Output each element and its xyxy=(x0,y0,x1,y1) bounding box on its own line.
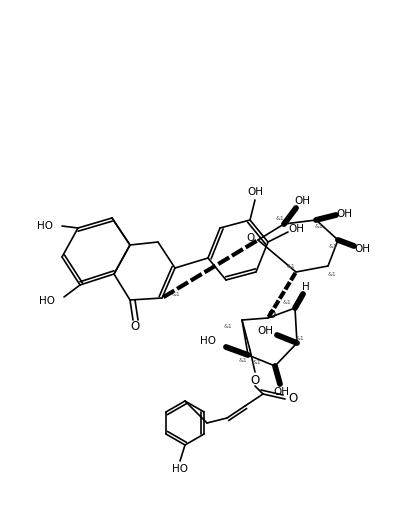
Text: HO: HO xyxy=(172,464,188,474)
Text: &1: &1 xyxy=(287,265,295,269)
Text: O: O xyxy=(288,392,297,405)
Text: OH: OH xyxy=(294,196,310,206)
Text: OH: OH xyxy=(257,326,273,336)
Text: OH: OH xyxy=(288,224,304,234)
Text: &1: &1 xyxy=(224,324,233,328)
Text: &1: &1 xyxy=(296,335,304,340)
Text: &1: &1 xyxy=(328,271,336,277)
Text: &1: &1 xyxy=(315,223,323,229)
Text: &1: &1 xyxy=(253,360,261,366)
Text: H: H xyxy=(302,282,310,292)
Text: HO: HO xyxy=(39,296,55,306)
Text: &1: &1 xyxy=(276,217,285,222)
Text: HO: HO xyxy=(200,336,216,346)
Text: OH: OH xyxy=(273,387,289,397)
Text: O: O xyxy=(268,310,276,320)
Text: O: O xyxy=(251,373,260,386)
Text: OH: OH xyxy=(247,187,263,197)
Text: &1: &1 xyxy=(239,358,247,363)
Text: &1: &1 xyxy=(328,244,337,248)
Text: HO: HO xyxy=(37,221,53,231)
Text: OH: OH xyxy=(336,209,352,219)
Text: O: O xyxy=(246,233,254,243)
Text: &1: &1 xyxy=(283,301,291,305)
Text: O: O xyxy=(130,321,140,334)
Text: &1: &1 xyxy=(172,292,180,298)
Text: OH: OH xyxy=(354,244,370,254)
